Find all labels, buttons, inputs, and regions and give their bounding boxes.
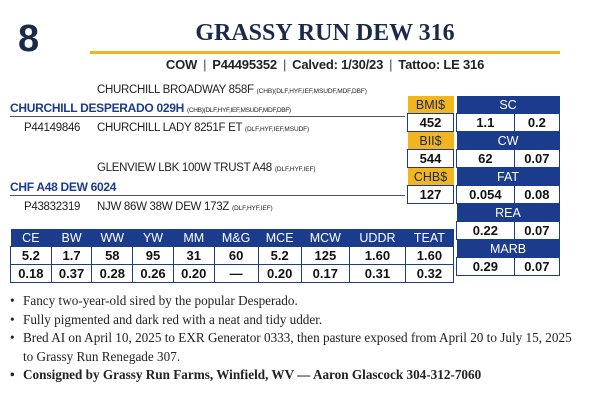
epd-header: BW — [51, 229, 92, 247]
animal-name: GRASSY RUN DEW 316 — [195, 20, 455, 46]
epd-header-row: CE BW WW YW MM M&G MCE MCW UDDR TEAT — [10, 229, 454, 247]
epd-header: YW — [132, 229, 174, 247]
pedigree-sire: CHURCHILL DESPERADO 029H (CHB)(DLF,HYF,I… — [10, 101, 291, 115]
pedigree-dam: CHF A48 DEW 6024 — [10, 180, 117, 194]
accuracy-value: 0.28 — [91, 264, 134, 283]
accuracy-value: 0.20 — [257, 264, 302, 283]
carcass-traits-table: SC 1.1 0.2 CW 62 0.07 FAT 0.054 0.08 REA 0.… — [456, 96, 561, 276]
index-value: 452 — [407, 113, 454, 132]
accuracy-value: 0.32 — [404, 264, 455, 283]
pedigree-sire-sire: CHURCHILL BROADWAY 858F (CHB)(DLF,HYF,IE… — [97, 84, 367, 96]
sex: COW — [165, 57, 198, 72]
epd-value: 5.2 — [10, 246, 52, 265]
trait-epd: 0.29 — [456, 257, 515, 276]
lot-number: 8 — [18, 18, 39, 60]
dam-registration: P43832319 — [24, 201, 81, 213]
animal-info: COW | P44495352 | Calved: 1/30/23 | Tattoo: LE… — [165, 57, 485, 72]
epd-table: CE BW WW YW MM M&G MCE MCW UDDR TEAT 5.2… — [10, 229, 455, 283]
pedigree-sire-dam: CHURCHILL LADY 8251F ET (DLF,HYF,IEF,MSU… — [97, 122, 310, 134]
title-underline — [90, 51, 560, 54]
accuracy-value: — — [213, 264, 259, 283]
pedigree-divider — [10, 195, 405, 196]
epd-header: CE — [10, 229, 52, 247]
trait-epd: 0.22 — [456, 221, 515, 240]
epd-header: MM — [173, 229, 215, 247]
consignor-line: • Consigned by Grassy Run Farms, Winfield… — [10, 367, 482, 382]
trait-epd: 0.054 — [456, 185, 515, 204]
list-item: • Bred AI on April 10, 2025 to EXR Genera… — [10, 330, 572, 364]
epd-header: WW — [91, 229, 133, 247]
registration-number: P44495352 — [212, 57, 277, 72]
epd-header: MCW — [301, 229, 350, 247]
pedigree-dam-sire: GLENVIEW LBK 100W TRUST A48 (DLF,HYF,IEF… — [97, 162, 316, 174]
accuracy-value: 0.17 — [300, 264, 351, 283]
trait-acc: 0.08 — [513, 185, 561, 204]
epd-value: 60 — [213, 246, 259, 265]
epd-value: 1.60 — [349, 246, 406, 265]
pedigree-divider — [10, 116, 405, 117]
trait-label: MARB — [456, 239, 560, 258]
accuracy-value: 0.37 — [50, 264, 93, 283]
sire-registration: P44149846 — [24, 122, 81, 134]
index-label: BMI$ — [407, 96, 454, 114]
trait-epd: 1.1 — [456, 113, 515, 132]
accuracy-value: 0.18 — [10, 264, 52, 283]
calved-date: Calved: 1/30/23 — [292, 57, 384, 72]
epd-value: 58 — [91, 246, 134, 265]
accuracy-value: 0.26 — [132, 264, 174, 283]
epd-value: 1.7 — [50, 246, 93, 265]
index-table: BMI$ 452 BII$ 544 CHB$ 127 — [407, 96, 454, 204]
tattoo: Tattoo: LE 316 — [398, 57, 485, 72]
pedigree-dam-dam: NJW 86W 38W DEW 173Z (DLF,HYF,IEF) — [97, 201, 273, 213]
epd-value: 95 — [132, 246, 174, 265]
trait-epd: 62 — [456, 149, 515, 168]
epd-value: 5.2 — [257, 246, 302, 265]
trait-acc: 0.07 — [513, 257, 561, 276]
trait-acc: 0.07 — [513, 221, 561, 240]
trait-label: SC — [456, 96, 560, 114]
index-value: 544 — [407, 149, 454, 168]
trait-label: REA — [456, 203, 560, 222]
index-label: CHB$ — [407, 167, 454, 186]
epd-value: 125 — [300, 246, 351, 265]
epd-value-row: 5.2 1.7 58 95 31 60 5.2 125 1.60 1.60 — [10, 246, 455, 265]
index-label: BII$ — [407, 131, 454, 150]
accuracy-row: 0.18 0.37 0.28 0.26 0.20 — 0.20 0.17 0.3… — [10, 264, 455, 283]
accuracy-value: 0.20 — [172, 264, 215, 283]
trait-acc: 0.07 — [513, 149, 561, 168]
accuracy-value: 0.31 — [349, 264, 406, 283]
trait-acc: 0.2 — [513, 113, 561, 132]
epd-header: UDDR — [349, 229, 406, 247]
epd-header: MCE — [258, 229, 302, 247]
epd-header: TEAT — [405, 229, 454, 247]
list-item: • Fully pigmented and dark red with a nea… — [10, 311, 323, 327]
trait-label: FAT — [456, 167, 560, 186]
lot-notes: • Fancy two-year-old sired by the popular… — [10, 292, 585, 385]
epd-value: 31 — [172, 246, 215, 265]
index-value: 127 — [407, 185, 454, 204]
trait-label: CW — [456, 131, 560, 150]
epd-header: M&G — [214, 229, 259, 247]
list-item: • Fancy two-year-old sired by the popular… — [10, 293, 298, 308]
epd-value: 1.60 — [404, 246, 455, 265]
